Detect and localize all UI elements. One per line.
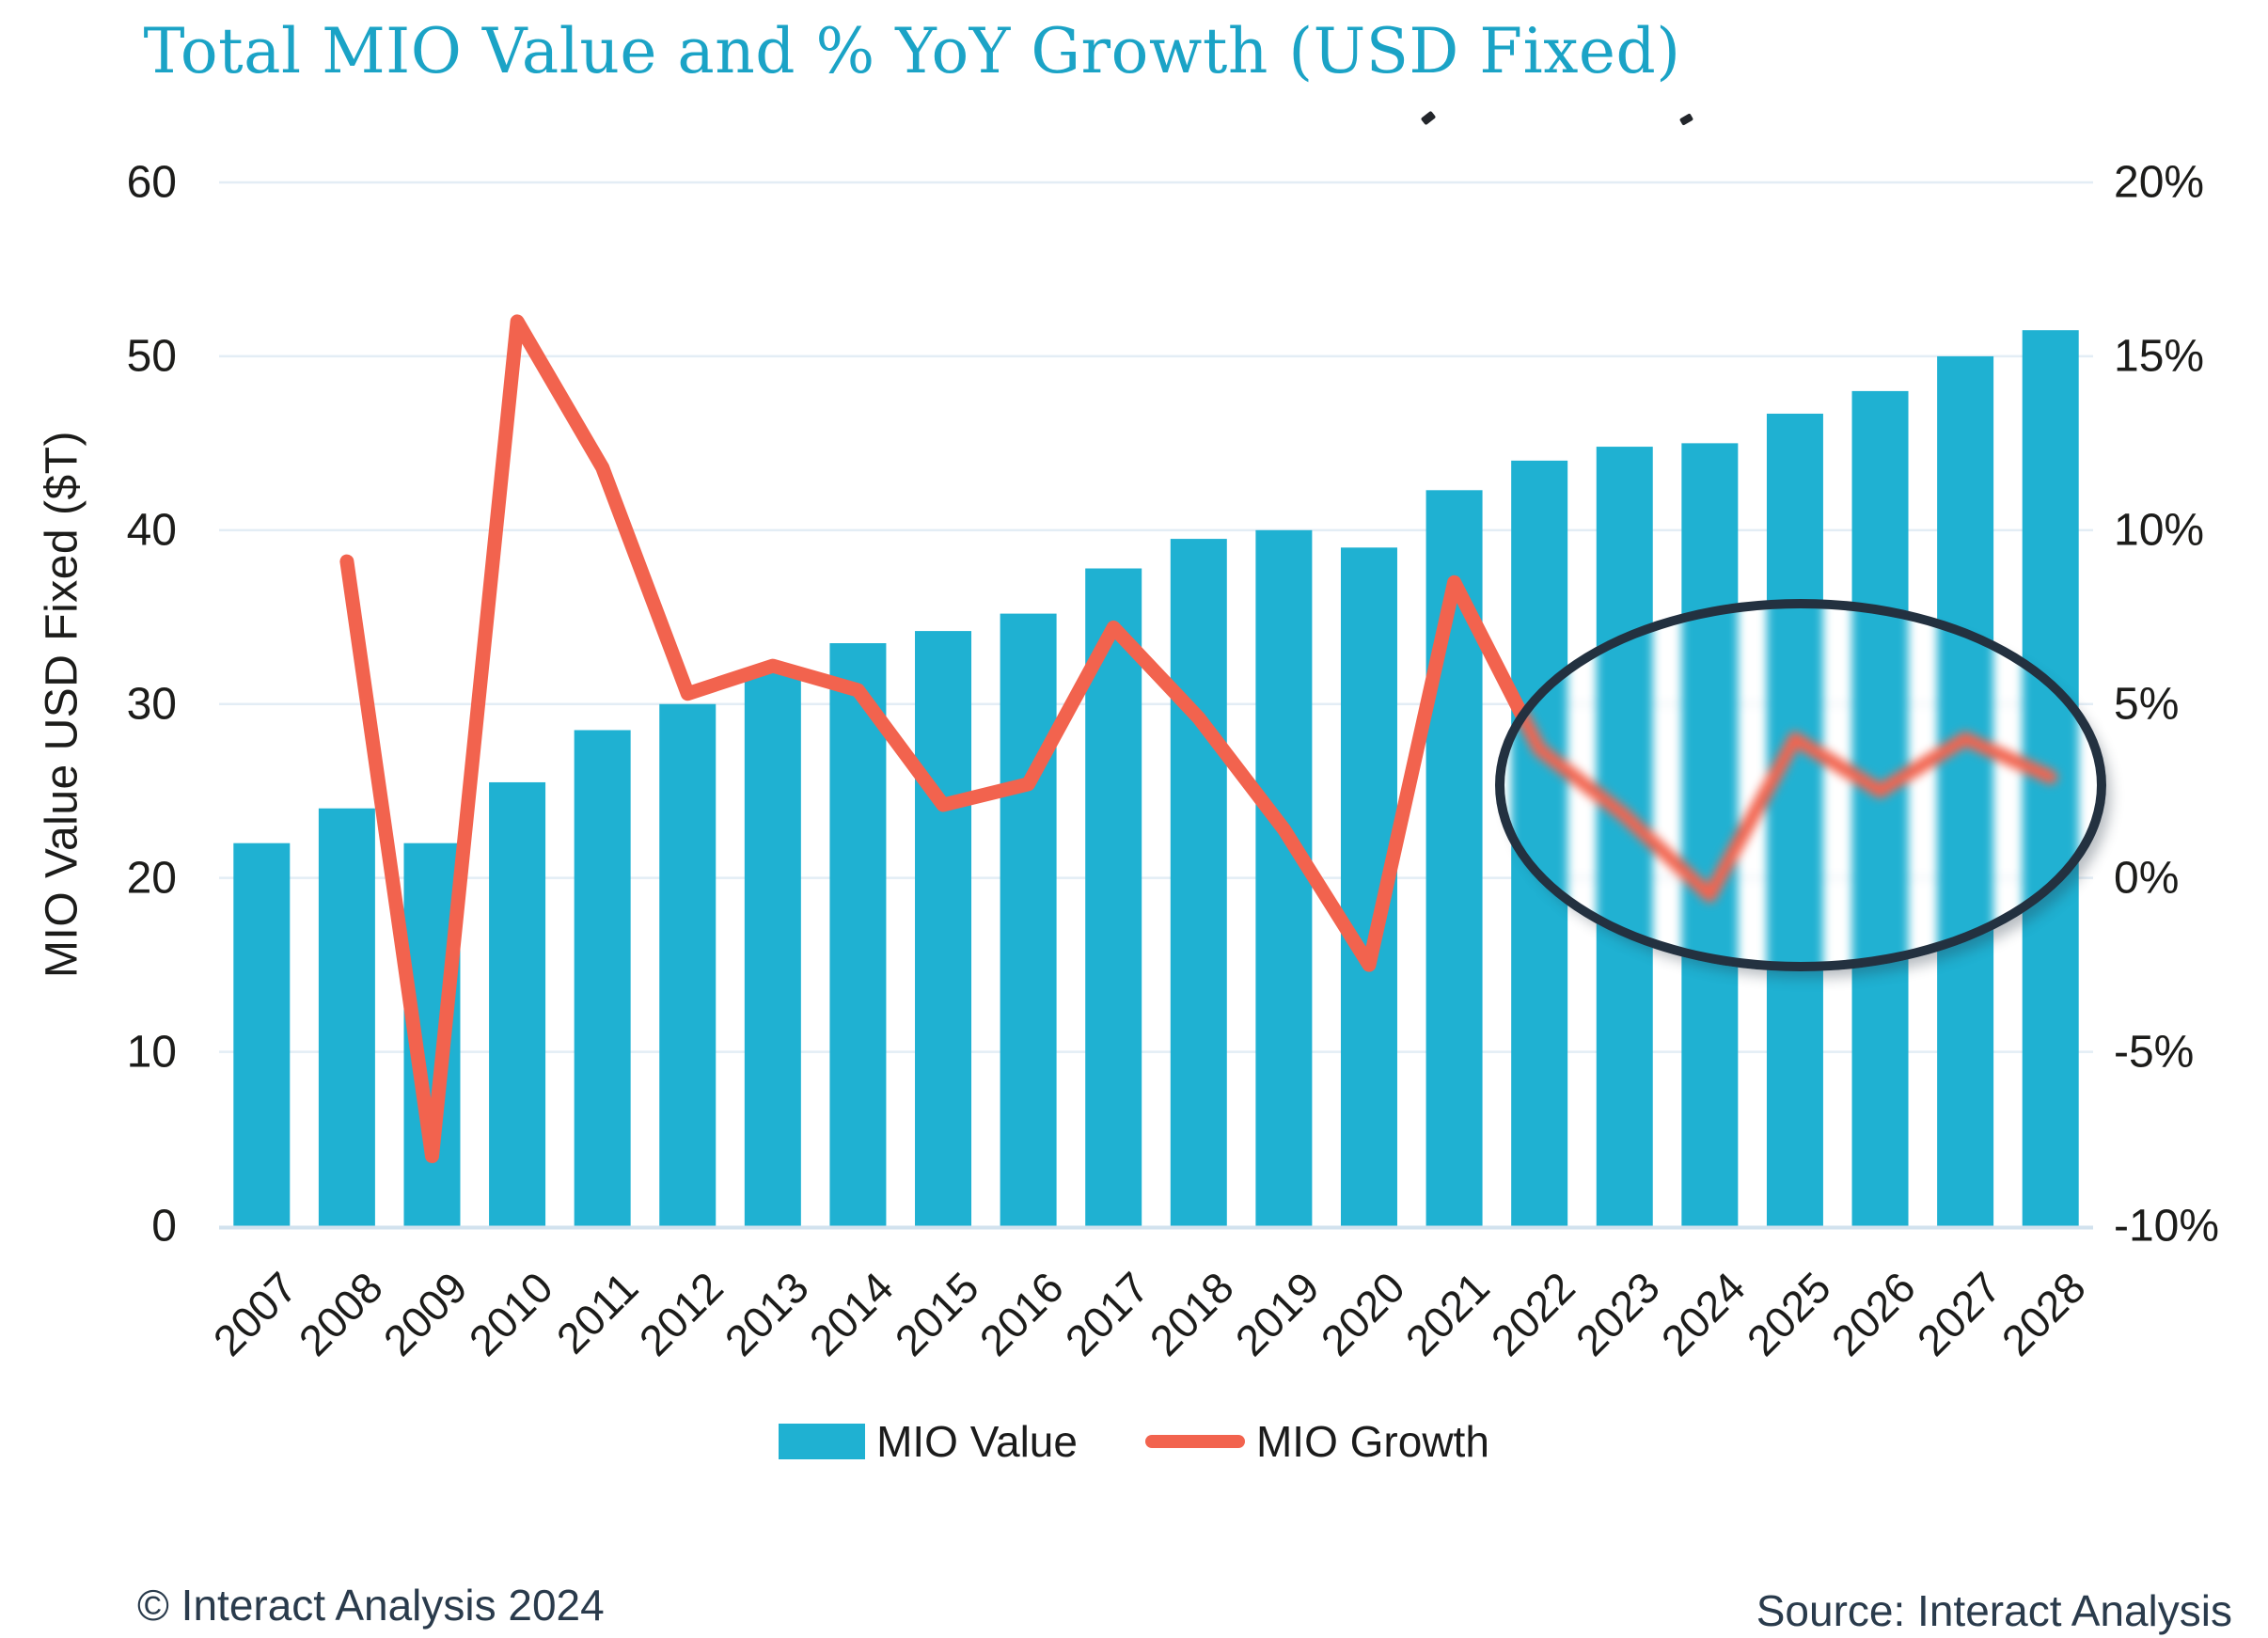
bar-2016 bbox=[1000, 613, 1057, 1226]
chart-title: Total MIO Value and % YoY Growth (USD Fi… bbox=[143, 15, 1681, 87]
y-left-tick: 60 bbox=[126, 157, 177, 208]
legend-label: MIO Growth bbox=[1255, 1417, 1489, 1466]
y-left-tick: 0 bbox=[151, 1201, 177, 1251]
bar-2010 bbox=[489, 781, 546, 1226]
legend-item-mio-growth: MIO Growth bbox=[1144, 1416, 1489, 1467]
bar-2015 bbox=[915, 631, 972, 1226]
bar-2018 bbox=[1170, 539, 1227, 1226]
y-right-tick: 15% bbox=[2114, 331, 2205, 382]
bar-2011 bbox=[574, 730, 631, 1226]
y-left-tick: 50 bbox=[126, 331, 177, 382]
y-right-tick: 10% bbox=[2114, 505, 2205, 556]
legend-label: MIO Value bbox=[876, 1417, 1078, 1466]
legend-bar-swatch bbox=[779, 1424, 866, 1459]
y-right-tick: 5% bbox=[2114, 679, 2180, 730]
y-right-tick: -5% bbox=[2114, 1027, 2195, 1078]
bar-2012 bbox=[659, 703, 717, 1226]
y-left-tick: 40 bbox=[126, 505, 177, 556]
y-left-tick: 10 bbox=[126, 1027, 177, 1078]
copyright-text: © Interact Analysis 2024 bbox=[137, 1581, 605, 1630]
y-left-tick: 20 bbox=[126, 853, 177, 904]
y-right-tick: 20% bbox=[2114, 157, 2205, 208]
bar-2008 bbox=[318, 808, 375, 1226]
y-left-tick: 30 bbox=[126, 679, 177, 730]
y-right-tick: 0% bbox=[2114, 853, 2180, 904]
bar-2013 bbox=[744, 672, 801, 1226]
legend-line-swatch bbox=[1144, 1435, 1245, 1448]
bar-2017 bbox=[1085, 568, 1142, 1226]
legend: MIO Value MIO Growth bbox=[0, 1416, 2268, 1467]
source-text: Source: Interact Analysis bbox=[1756, 1586, 2232, 1635]
y-right-tick: -10% bbox=[2114, 1201, 2220, 1251]
bar-2007 bbox=[233, 843, 291, 1226]
bar-2014 bbox=[829, 643, 887, 1226]
legend-item-mio-value: MIO Value bbox=[779, 1416, 1078, 1467]
bar-2019 bbox=[1255, 529, 1313, 1226]
highlight-ellipse-annotation bbox=[1495, 599, 2106, 971]
